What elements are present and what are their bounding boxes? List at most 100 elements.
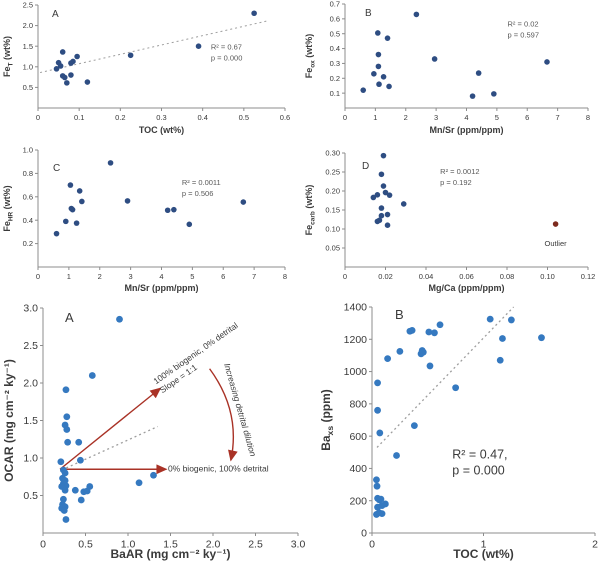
x-tick-label: 1: [373, 113, 377, 122]
data-point: [377, 495, 385, 503]
data-point: [61, 469, 69, 477]
data-point: [436, 321, 444, 329]
data-point: [380, 183, 387, 189]
x-tick-label: 4: [464, 113, 468, 122]
y-tick-label: 0.2: [23, 239, 33, 248]
data-point: [70, 58, 76, 65]
data-point: [135, 479, 143, 487]
data-point: [413, 11, 420, 18]
y-tick-label: 0.30: [325, 149, 340, 158]
y-tick-label: 0.5: [330, 29, 340, 38]
trend-line: [376, 306, 515, 448]
stats-annotation: R² = 0.02 p = 0.597: [508, 19, 539, 39]
stats-annotation: R² = 0.0012 p = 0.192: [440, 167, 479, 187]
data-point: [360, 87, 367, 93]
y-tick-label: 0.5: [23, 83, 33, 92]
data-point: [150, 471, 157, 479]
x-tick-label: 0.08: [500, 272, 515, 281]
x-tick-label: 2.5: [248, 538, 263, 550]
data-point: [393, 452, 400, 459]
panel-letter: C: [53, 163, 60, 174]
y-tick-label: 0.7: [330, 0, 340, 9]
data-point: [544, 59, 550, 65]
data-point: [127, 52, 134, 59]
detrital-dilution-label: Increasing detrital dilution: [222, 362, 258, 458]
data-point: [74, 53, 80, 60]
data-point: [53, 230, 60, 237]
x-tick-label: 0.04: [419, 272, 434, 281]
data-point: [60, 507, 68, 514]
data-point: [378, 212, 385, 219]
data-point: [84, 79, 91, 85]
panel-a-ocar-vs-baar: 0 0.5 1.0 1.5 2.0 2.5 3.0 0.5 1.0 1.5 2.0 2.5 3.0 BaA…: [2, 303, 306, 561]
data-point: [77, 456, 84, 464]
x-tick-label: 0: [369, 538, 375, 550]
x-tick-label: 0: [36, 272, 40, 281]
data-point: [374, 406, 381, 414]
x-tick-label: 0: [343, 272, 347, 281]
y-tick-label: 0.4: [23, 216, 33, 225]
y-axis-title: Baxs (ppm): [319, 389, 335, 451]
data-point: [375, 51, 382, 58]
x-tick-label: 0.6: [280, 113, 290, 122]
data-point: [375, 30, 381, 36]
data-point: [373, 476, 380, 484]
y-tick-label: 1.0: [23, 62, 33, 71]
data-point: [384, 355, 392, 363]
data-point: [452, 384, 460, 392]
x-tick-label: 0.5: [78, 538, 93, 550]
x-tick-label: 5: [495, 113, 499, 122]
x-tick-label: 3.0: [291, 538, 306, 550]
x-tick-label: 4: [159, 272, 163, 281]
y-tick-label: 400: [349, 463, 367, 475]
data-point: [62, 218, 69, 225]
data-point: [116, 315, 123, 323]
data-point: [67, 182, 74, 188]
x-axis-title: Mn/Sr (ppm/ppm): [430, 125, 504, 135]
data-point: [375, 63, 382, 70]
data-point: [384, 211, 391, 218]
stats-annotation: R² = 0.67 p = 0.000: [211, 42, 243, 62]
data-point: [63, 413, 71, 421]
x-axis-title: TOC (wt%): [453, 547, 513, 561]
data-point: [374, 379, 381, 387]
data-point: [63, 426, 71, 433]
data-point: [381, 500, 389, 508]
data-point: [400, 201, 407, 207]
y-tick-label: 0.15: [325, 206, 340, 215]
data-point: [378, 205, 385, 211]
panel-d-fecarb-vs-mgca: 0 0.02 0.04 0.06 0.08 0.10 0.12 0.05 0.10 0.15 0.2…: [304, 149, 596, 293]
x-tick-label: 0.4: [197, 113, 207, 122]
x-axis-title: BaAR (mg cm⁻² ky⁻¹): [110, 547, 230, 561]
data-point: [386, 83, 392, 90]
panel-letter: B: [365, 8, 372, 19]
data-point: [469, 93, 476, 99]
x-tick-label: 0.12: [581, 272, 596, 281]
x-tick-label: 1.5: [163, 538, 178, 550]
y-tick-label: 1200: [344, 334, 368, 346]
x-tick-label: 2: [98, 272, 102, 281]
data-point: [475, 70, 482, 76]
data-point: [195, 43, 202, 49]
data-point: [61, 74, 68, 81]
data-point: [73, 220, 80, 226]
y-tick-label: 2.5: [23, 1, 33, 10]
data-point: [88, 372, 96, 379]
y-tick-label: 1000: [344, 366, 368, 378]
x-axis-title: TOC (wt%): [139, 125, 184, 135]
data-point: [64, 438, 72, 446]
x-tick-label: 5: [190, 272, 194, 281]
data-point: [376, 429, 384, 437]
y-tick-label: 0.1: [330, 89, 340, 98]
data-point: [496, 356, 504, 364]
data-point: [382, 189, 389, 196]
data-point: [486, 315, 494, 323]
data-point: [164, 207, 171, 214]
y-tick-label: 1.0: [23, 146, 33, 155]
data-point: [60, 495, 67, 503]
detrital-dilution-arrow: [209, 368, 238, 462]
x-tick-label: 0.06: [459, 272, 474, 281]
y-tick-label: 0.10: [325, 225, 340, 234]
data-point: [171, 206, 177, 213]
